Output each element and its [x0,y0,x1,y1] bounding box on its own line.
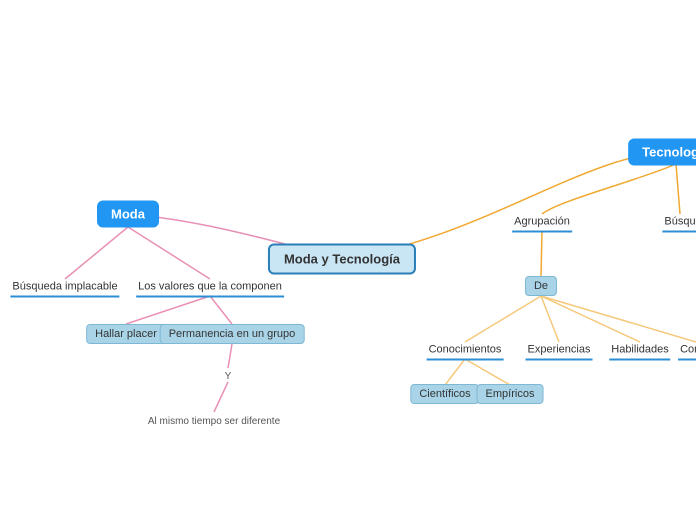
node-hallar[interactable]: Hallar placer [86,324,166,344]
node-label-central: Moda y Tecnología [268,244,416,275]
edge-moda-valores [128,227,210,279]
node-label-conoc: Conocimientos [427,342,504,361]
node-label-habil: Habilidades [609,342,670,361]
node-diferente[interactable]: Al mismo tiempo ser diferente [148,411,280,429]
node-label-conoc2: Conoc [678,342,696,361]
node-habil[interactable]: Habilidades [609,340,670,361]
node-label-permanencia: Permanencia en un grupo [160,324,305,344]
node-label-hallar: Hallar placer [86,324,166,344]
node-label-busq_imp: Búsqueda implacable [10,279,119,298]
edge-moda-busq_imp [65,227,128,279]
node-conoc[interactable]: Conocimientos [427,340,504,361]
edge-tecnologia-busqu [676,164,680,214]
node-exper[interactable]: Experiencias [526,340,593,361]
node-y[interactable]: Y [225,366,232,384]
node-tecnologia[interactable]: Tecnología [628,139,696,166]
node-label-valores: Los valores que la componen [136,279,284,298]
node-cient[interactable]: Científicos [410,384,479,404]
edge-conoc-empir [465,359,510,385]
edge-y-diferente [214,382,228,412]
node-agrupacion[interactable]: Agrupación [512,212,572,233]
edge-de-habil [541,296,640,342]
node-de[interactable]: De [525,276,557,296]
node-busq_imp[interactable]: Búsqueda implacable [10,277,119,298]
node-valores[interactable]: Los valores que la componen [136,277,284,298]
node-permanencia[interactable]: Permanencia en un grupo [160,324,305,344]
node-label-y: Y [225,371,232,382]
edge-agrupacion-de [541,231,542,276]
node-busqu[interactable]: Búsqu [662,212,696,233]
node-label-cient: Científicos [410,384,479,404]
node-conoc2[interactable]: Conoc [678,340,696,361]
node-label-diferente: Al mismo tiempo ser diferente [148,416,280,427]
node-central[interactable]: Moda y Tecnología [268,244,416,275]
edge-conoc-cient [445,359,465,385]
edge-de-conoc [465,296,541,342]
node-label-tecnologia: Tecnología [628,139,696,166]
edge-valores-permanencia [210,296,232,324]
node-label-busqu: Búsqu [662,214,696,233]
node-label-agrupacion: Agrupación [512,214,572,233]
node-moda[interactable]: Moda [97,201,159,228]
node-label-exper: Experiencias [526,342,593,361]
node-label-empir: Empíricos [477,384,544,404]
edge-tecnologia-agrupacion [542,164,676,214]
edge-valores-hallar [126,296,210,324]
edge-de-conoc2 [541,296,696,342]
edge-de-exper [541,296,559,342]
node-label-de: De [525,276,557,296]
edge-permanencia-y [228,344,232,368]
node-label-moda: Moda [97,201,159,228]
node-empir[interactable]: Empíricos [477,384,544,404]
